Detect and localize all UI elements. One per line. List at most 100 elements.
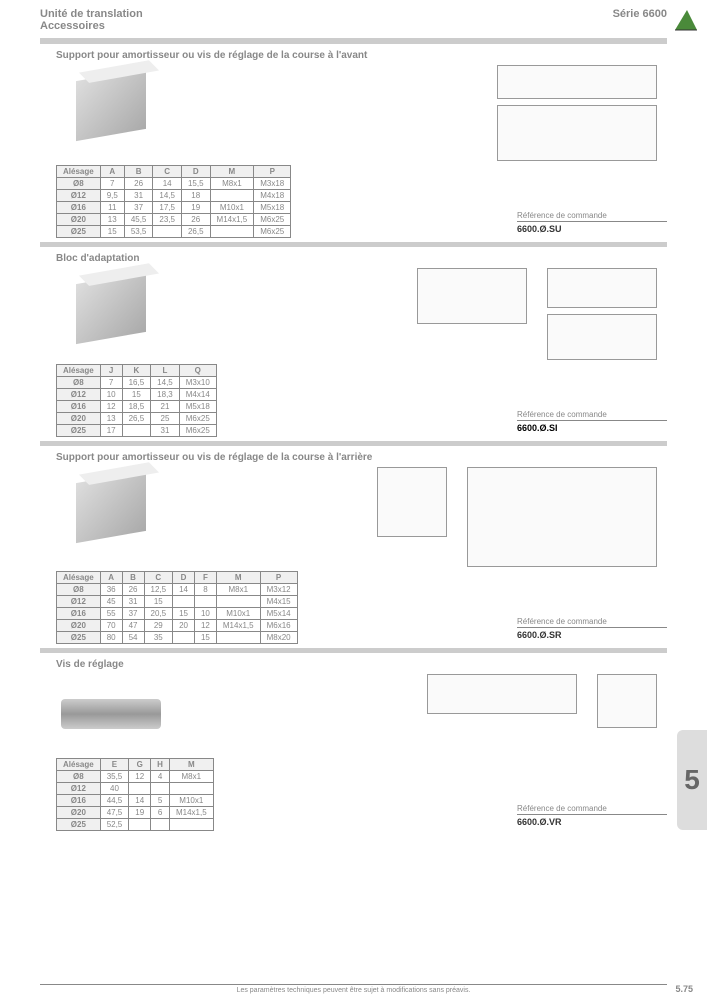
table-cell: M6x25 [254, 214, 291, 226]
table-header: Alésage [57, 166, 101, 178]
order-reference: Référence de commande6600.Ø.VR [517, 804, 667, 827]
product-render [56, 268, 166, 348]
table-cell: Ø20 [57, 620, 101, 632]
table-cell: 31 [122, 596, 144, 608]
table-cell: Ø20 [57, 413, 101, 425]
spec-table: AlésageABCDMPØ87261415,5M8x1M3x18Ø129,53… [56, 165, 291, 238]
technical-diagram [186, 467, 667, 567]
table-row: Ø201345,523,526M14x1,5M6x25 [57, 214, 291, 226]
order-reference: Référence de commande6600.Ø.SU [517, 211, 667, 234]
table-cell: 80 [100, 632, 122, 644]
reference-label: Référence de commande [517, 617, 667, 628]
product-render [56, 65, 166, 145]
reference-value: 6600.Ø.SU [517, 222, 667, 234]
technical-diagram [186, 268, 667, 360]
table-cell: M10x1 [210, 202, 254, 214]
header-divider [40, 38, 667, 44]
section: Support pour amortisseur ou vis de régla… [56, 50, 667, 238]
table-cell [169, 783, 213, 795]
table-cell: M6x25 [254, 226, 291, 238]
table-cell: M14x1,5 [169, 807, 213, 819]
table-cell: 14,5 [151, 377, 180, 389]
table-cell: 15,5 [181, 178, 210, 190]
table-cell: 70 [100, 620, 122, 632]
table-cell: 19 [129, 807, 151, 819]
header-series: Série 6600 [613, 8, 667, 32]
table-cell: M5x18 [179, 401, 216, 413]
reference-value: 6600.Ø.SR [517, 628, 667, 640]
chapter-tab: 5 [677, 730, 707, 830]
table-header: B [124, 166, 153, 178]
table-cell: 19 [181, 202, 210, 214]
table-cell: 15 [173, 608, 195, 620]
table-cell: 12 [100, 401, 122, 413]
table-cell [169, 819, 213, 831]
table-header: P [254, 166, 291, 178]
table-header: E [100, 759, 129, 771]
table-cell: 14 [153, 178, 182, 190]
table-cell: Ø12 [57, 389, 101, 401]
product-render [56, 674, 166, 754]
table-cell [210, 190, 254, 202]
table-cell: 17 [100, 425, 122, 437]
table-cell: 13 [100, 413, 122, 425]
section-title: Vis de réglage [56, 659, 667, 670]
table-cell: 25 [151, 413, 180, 425]
table-cell: 13 [100, 214, 124, 226]
table-cell: 18 [181, 190, 210, 202]
table-cell: 31 [151, 425, 180, 437]
table-cell: 44,5 [100, 795, 129, 807]
table-header: J [100, 365, 122, 377]
section-title: Support pour amortisseur ou vis de régla… [56, 50, 667, 61]
table-cell: M14x1,5 [216, 620, 260, 632]
table-cell: 37 [124, 202, 153, 214]
table-cell: M6x16 [260, 620, 297, 632]
section-title: Bloc d'adaptation [56, 253, 667, 264]
product-render [56, 467, 166, 547]
table-cell: 5 [151, 795, 170, 807]
table-cell: M14x1,5 [210, 214, 254, 226]
table-header: Q [179, 365, 216, 377]
table-cell: 7 [100, 178, 124, 190]
table-header: M [216, 572, 260, 584]
table-cell: M4x15 [260, 596, 297, 608]
table-cell: Ø25 [57, 632, 101, 644]
table-cell: 10 [100, 389, 122, 401]
table-cell [153, 226, 182, 238]
table-cell: 35 [144, 632, 173, 644]
table-row: Ø16553720,51510M10x1M5x14 [57, 608, 298, 620]
section-row [56, 268, 667, 360]
table-header: H [151, 759, 170, 771]
section: Bloc d'adaptationAlésageJKLQØ8716,514,5M… [56, 253, 667, 437]
table-row: Ø12453115M4x15 [57, 596, 298, 608]
table-cell: M6x25 [179, 413, 216, 425]
page-number: 5.75 [675, 984, 693, 994]
table-cell: 12,5 [144, 584, 173, 596]
spec-table: AlésageJKLQØ8716,514,5M3x10Ø12101518,3M4… [56, 364, 217, 437]
table-cell [210, 226, 254, 238]
table-cell [173, 632, 195, 644]
table-cell: 17,5 [153, 202, 182, 214]
table-cell: Ø8 [57, 377, 101, 389]
table-cell: Ø20 [57, 807, 101, 819]
table-header: M [169, 759, 213, 771]
table-header: P [260, 572, 297, 584]
table-header: G [129, 759, 151, 771]
reference-label: Référence de commande [517, 410, 667, 421]
table-row: Ø2580543515M8x20 [57, 632, 298, 644]
table-cell: 4 [151, 771, 170, 783]
table-row: Ø8716,514,5M3x10 [57, 377, 217, 389]
table-cell [129, 783, 151, 795]
table-header: Alésage [57, 572, 101, 584]
table-cell: Ø25 [57, 425, 101, 437]
table-cell: Ø12 [57, 783, 101, 795]
table-header: L [151, 365, 180, 377]
table-cell: Ø16 [57, 608, 101, 620]
table-cell: M8x1 [210, 178, 254, 190]
header-title-1: Unité de translation [40, 8, 143, 20]
table-cell: 45 [100, 596, 122, 608]
table-cell: Ø16 [57, 795, 101, 807]
table-cell: 15 [100, 226, 124, 238]
section-divider [40, 242, 667, 247]
table-cell: 21 [151, 401, 180, 413]
